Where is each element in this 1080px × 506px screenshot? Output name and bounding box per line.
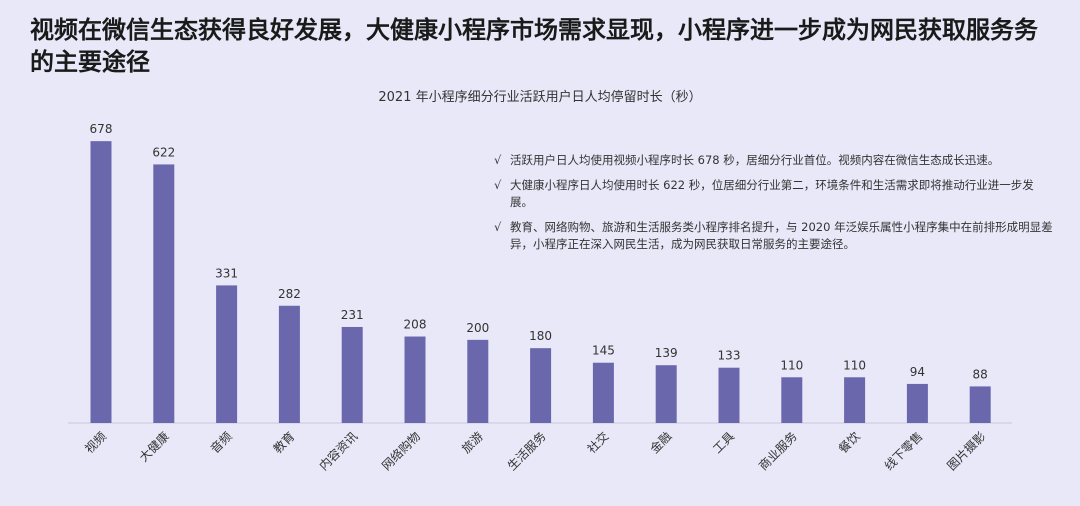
category-label: 社交 — [584, 429, 612, 457]
bar-视频 — [90, 141, 112, 423]
category-label: 线下零售 — [881, 429, 926, 474]
value-label: 622 — [152, 145, 175, 159]
category-label: 金融 — [647, 429, 675, 457]
chart-title: 2021 年小程序细分行业活跃用户日人均停留时长（秒） — [378, 90, 702, 105]
note-text: 大健康小程序日人均使用时长 622 秒，位居细分行业第二，环境条件和生活需求即将… — [510, 178, 1034, 209]
category-label: 教育 — [270, 429, 298, 457]
category-label: 网络购物 — [379, 429, 424, 474]
value-label: 94 — [910, 365, 925, 379]
notes-panel: √ 活跃用户日人均使用视频小程序时长 678 秒，居细分行业首位。视频内容在微信… — [494, 152, 1054, 261]
bar-餐饮 — [844, 377, 866, 423]
note-item: √ 教育、网络购物、旅游和生活服务类小程序排名提升，与 2020 年泛娱乐属性小… — [494, 219, 1054, 253]
note-text: 教育、网络购物、旅游和生活服务类小程序排名提升，与 2020 年泛娱乐属性小程序… — [510, 220, 1053, 251]
category-label: 内容资讯 — [316, 429, 361, 474]
category-label: 工具 — [710, 429, 737, 456]
bar-旅游 — [467, 339, 489, 423]
category-label: 旅游 — [459, 429, 486, 456]
value-label: 139 — [655, 346, 678, 360]
value-label: 110 — [780, 358, 803, 372]
bar-金融 — [655, 365, 677, 423]
value-label: 145 — [592, 344, 615, 358]
bar-内容资讯 — [341, 326, 363, 423]
check-icon: √ — [494, 153, 502, 167]
bar-网络购物 — [404, 336, 426, 423]
value-label: 133 — [718, 349, 741, 363]
value-label: 110 — [843, 358, 866, 372]
check-icon: √ — [494, 178, 502, 192]
bar-大健康 — [153, 164, 175, 423]
note-text: 活跃用户日人均使用视频小程序时长 678 秒，居细分行业首位。视频内容在微信生态… — [510, 153, 1000, 167]
category-label: 商业服务 — [755, 429, 800, 474]
value-label: 208 — [404, 318, 427, 332]
check-icon: √ — [494, 220, 502, 234]
category-label: 视频 — [82, 429, 110, 457]
category-label: 生活服务 — [504, 429, 549, 474]
bar-音频 — [216, 285, 238, 423]
category-label: 大健康 — [136, 429, 172, 465]
value-label: 231 — [341, 308, 364, 322]
note-item: √ 活跃用户日人均使用视频小程序时长 678 秒，居细分行业首位。视频内容在微信… — [494, 152, 1054, 169]
category-label: 音频 — [207, 429, 235, 457]
bar-教育 — [278, 305, 300, 423]
bar-社交 — [592, 362, 614, 423]
bar-工具 — [718, 367, 740, 423]
value-label: 331 — [215, 266, 238, 280]
bar-生活服务 — [530, 348, 552, 423]
bar-商业服务 — [781, 377, 803, 423]
bar-线下零售 — [906, 383, 928, 423]
category-label: 餐饮 — [835, 429, 863, 457]
value-label: 200 — [466, 321, 489, 335]
page-headline: 视频在微信生态获得良好发展，大健康小程序市场需求显现，小程序进一步成为网民获取服… — [30, 16, 1038, 76]
bar-图片摄影 — [969, 386, 991, 423]
value-label: 180 — [529, 329, 552, 343]
note-item: √ 大健康小程序日人均使用时长 622 秒，位居细分行业第二，环境条件和生活需求… — [494, 177, 1054, 211]
value-label: 88 — [973, 367, 988, 381]
value-label: 282 — [278, 287, 301, 301]
category-label: 图片摄影 — [944, 429, 989, 474]
value-label: 678 — [90, 122, 113, 136]
